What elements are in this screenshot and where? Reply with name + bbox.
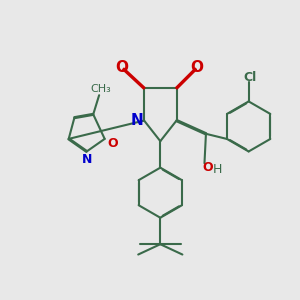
Text: CH₃: CH₃: [90, 84, 111, 94]
Text: O: O: [116, 60, 128, 75]
Text: N: N: [130, 113, 143, 128]
Text: O: O: [190, 60, 204, 75]
Text: Cl: Cl: [244, 71, 257, 84]
Text: N: N: [82, 153, 92, 166]
Text: H: H: [213, 163, 222, 176]
Text: O: O: [203, 161, 213, 174]
Text: O: O: [108, 137, 118, 150]
